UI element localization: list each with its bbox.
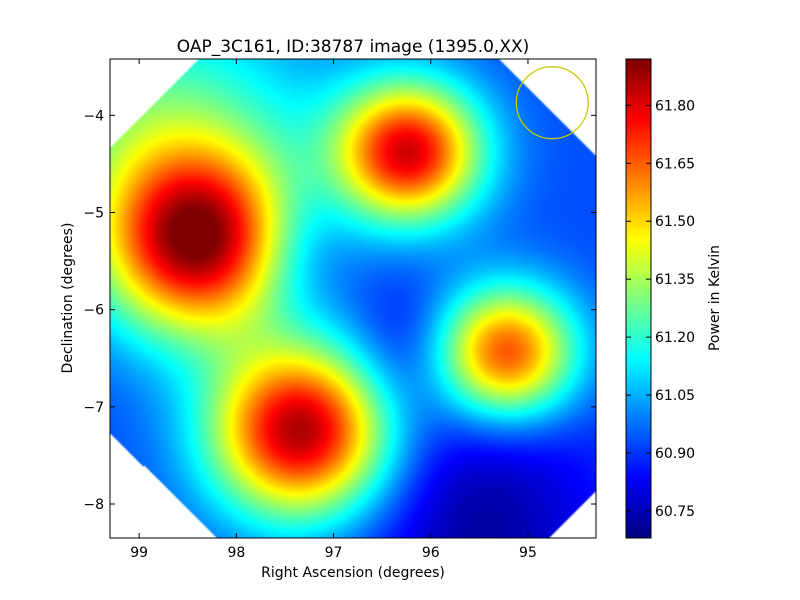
colorbar-label: Power in Kelvin (707, 245, 723, 351)
colorbar-tick-label: 61.35 (655, 272, 695, 288)
colorbar-tick-label: 60.75 (655, 504, 695, 520)
colorbar: 61.80 61.65 61.50 61.35 61.20 61.05 60.90 60.75… (625, 58, 723, 539)
x-tick-label: 98 (227, 545, 245, 561)
colorbar-frame (625, 58, 652, 539)
chart-title: OAP_3C161, ID:38787 image (1395.0,XX) (177, 37, 530, 57)
y-axis-label: Declination (degrees) (60, 223, 76, 374)
colorbar-ticks: 61.80 61.65 61.50 61.35 61.20 61.05 60.90 60.75 (626, 98, 695, 520)
x-tick-label: 95 (519, 545, 537, 561)
colorbar-gradient (626, 59, 651, 538)
x-tick-label: 97 (325, 545, 343, 561)
x-axis-ticks: 99 98 97 96 95 (130, 59, 537, 561)
colorbar-tick-label: 61.65 (655, 156, 695, 172)
colorbar-tick-label: 61.50 (655, 214, 695, 230)
beam-marker (515, 66, 589, 140)
plot-area (109, 58, 597, 539)
y-tick-label: −4 (83, 108, 104, 124)
y-tick-label: −5 (83, 206, 104, 222)
y-tick-label: −8 (83, 497, 104, 513)
plot-frame (109, 58, 597, 539)
x-tick-label: 99 (130, 545, 148, 561)
y-tick-label: −6 (83, 303, 104, 319)
colorbar-tick-label: 60.90 (655, 446, 695, 462)
colorbar-tick-label: 61.05 (655, 388, 695, 404)
x-tick-label: 96 (422, 545, 440, 561)
x-axis-label: Right Ascension (degrees) (261, 565, 445, 581)
heatmap-image (110, 59, 596, 538)
colorbar-tick-label: 61.80 (655, 98, 695, 114)
y-axis-ticks: −8 −7 −6 −5 −4 (83, 108, 596, 513)
colorbar-tick-label: 61.20 (655, 330, 695, 346)
y-tick-label: −7 (83, 400, 104, 416)
